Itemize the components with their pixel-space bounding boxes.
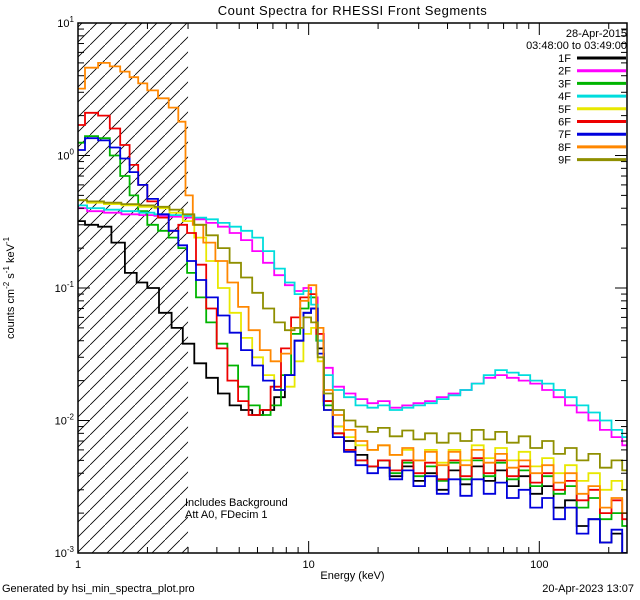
legend-label-2F: 2F [558,66,571,78]
legend-label-5F: 5F [558,104,571,116]
observation-time-range: 03:48:00 to 03:49:00 [526,40,627,52]
x-tick-label: 100 [530,559,548,571]
series-7F-line [78,137,627,553]
y-axis-label: counts cm-2 s-1 keV-1 [2,236,17,339]
excluded-region-hatch [78,23,189,553]
axis-ticks [77,22,627,554]
series-9F-line [78,199,627,472]
footer-generator-text: Generated by hsi_min_spectra_plot.pro [2,583,195,595]
observation-date: 28-Apr-2015 [565,28,627,40]
y-tick-label: 10-1 [55,280,75,295]
legend-label-1F: 1F [558,53,571,65]
x-tick-label: 1 [75,559,81,571]
y-tick-label: 10-2 [55,413,75,428]
series-group [78,62,627,553]
legend-label-9F: 9F [558,155,571,167]
legend-label-7F: 7F [558,129,571,141]
y-tick-label: 100 [57,148,74,163]
chart-title: Count Spectra for RHESSI Front Segments [217,3,488,18]
annotation-includes-background: Includes Background [185,497,288,509]
y-tick-label: 10-3 [55,545,75,560]
footer-timestamp: 20-Apr-2023 13:07 [542,583,634,595]
legend-label-4F: 4F [558,91,571,103]
legend-label-6F: 6F [558,117,571,129]
x-tick-label: 10 [303,559,315,571]
y-tick-label: 101 [57,15,74,30]
legend-label-8F: 8F [558,142,571,154]
x-axis-label: Energy (keV) [320,570,385,582]
annotation-attenuator-state: Att A0, FDecim 1 [185,509,268,521]
legend-label-3F: 3F [558,78,571,90]
